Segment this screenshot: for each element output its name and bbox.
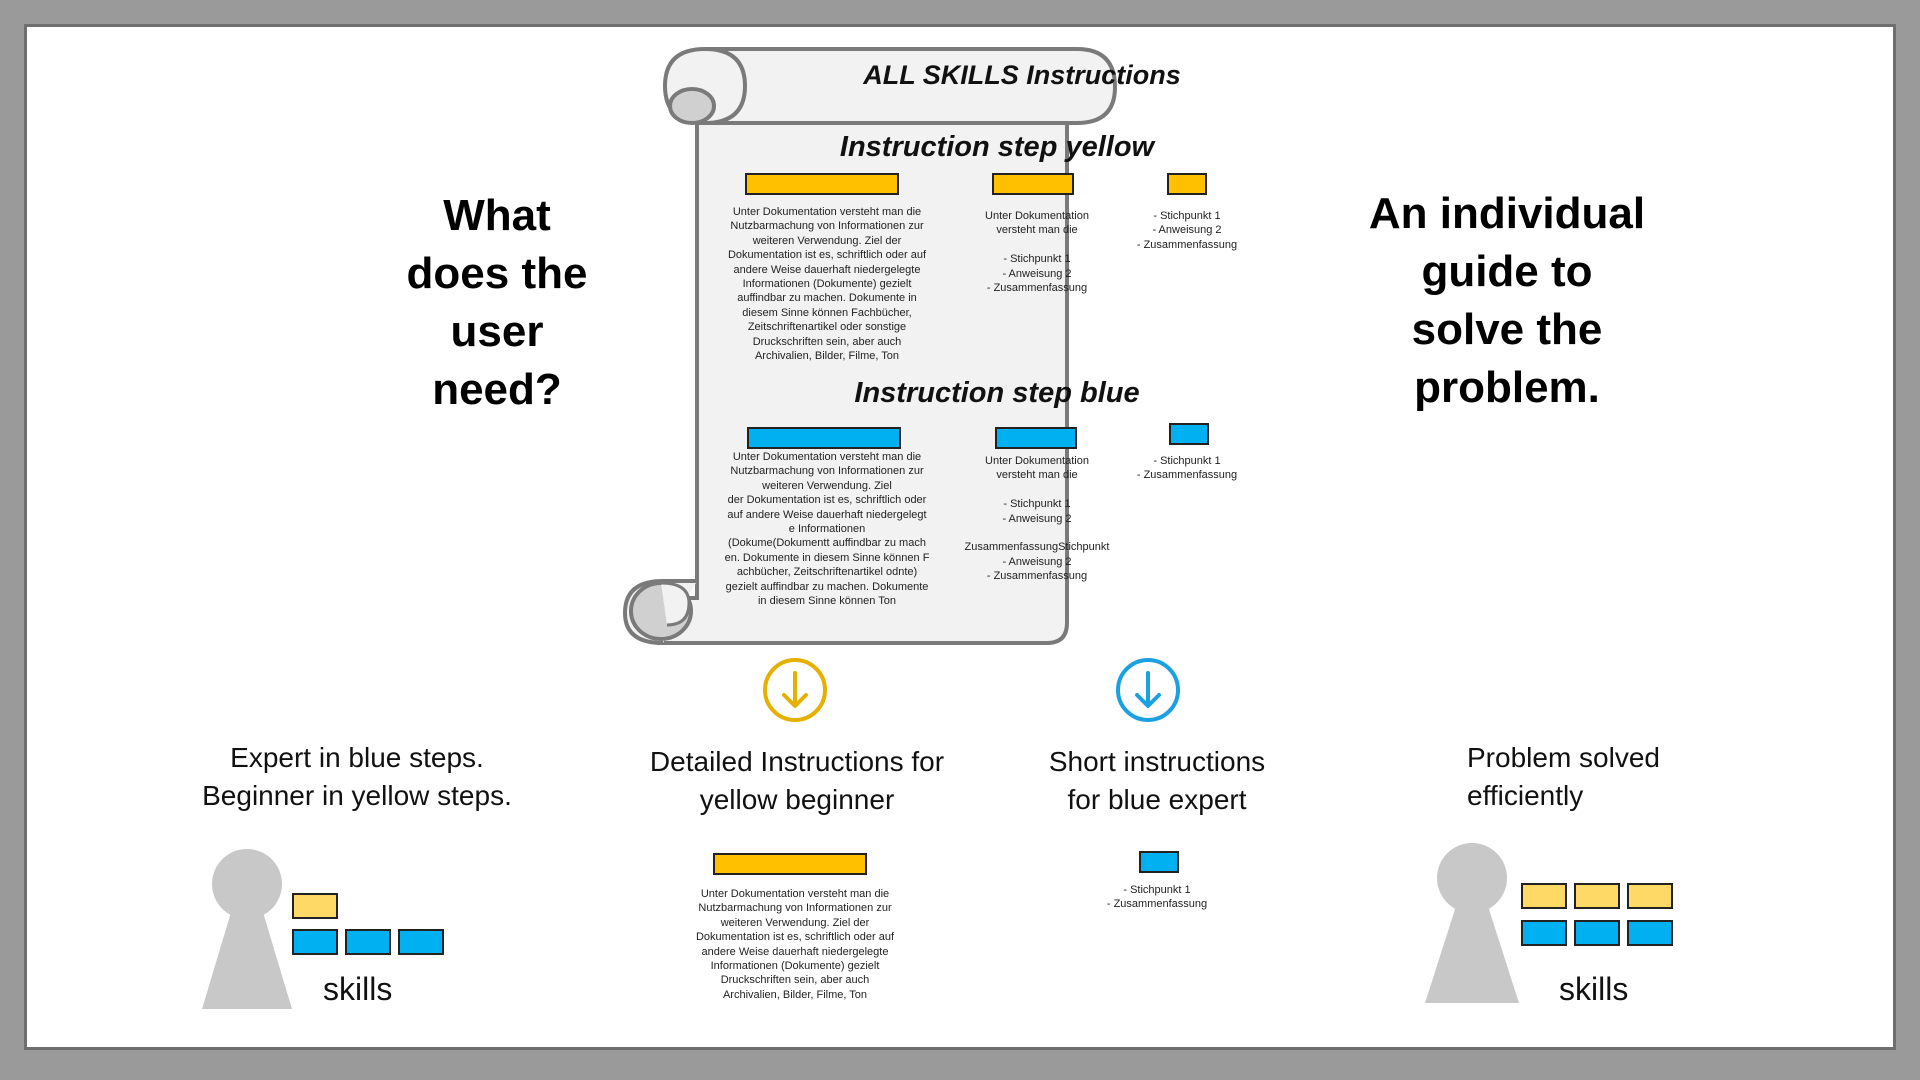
yellow-branch-caption: Detailed Instructions for yellow beginne… [649,746,945,815]
yellow-step-heading: Instruction step yellow [839,131,1155,163]
yellow-branch-text: Unter Dokumentation versteht man die Nut… [695,888,895,1001]
slide: What does the user need? An individual g… [24,24,1896,1050]
blue-step-heading: Instruction step blue [854,377,1140,409]
person-icon [1425,843,1519,1003]
person-icon [202,849,292,1009]
user-skill-caption: Expert in blue steps. Beginner in yellow… [202,742,512,811]
blue-branch-bar [1139,851,1179,873]
result-blue-skill-block [1521,920,1567,946]
user-skills-label: skills [323,971,393,1007]
blue-branch-caption: Short instructions for blue expert [1048,746,1266,815]
blue-short-bar [1169,423,1209,445]
result-blue-skill-block [1574,920,1620,946]
blue-detailed-text: Unter Dokumentation versteht man die Nut… [724,451,930,608]
yellow-medium-bar [992,173,1074,195]
result-yellow-skill-block [1627,883,1673,909]
user-blue-skill-block [292,929,338,955]
scroll-title: ALL SKILLS Instructions [863,60,1181,90]
blue-short-text: - Stichpunkt 1 - Zusammenfassung [1136,455,1238,482]
yellow-branch-bar [713,853,867,875]
user-yellow-skill-block [292,893,338,919]
result-blue-skill-block [1627,920,1673,946]
blue-medium-bar [995,427,1077,449]
user-blue-skill-block [345,929,391,955]
yellow-short-text: - Stichpunkt 1 - Anweisung 2 - Zusammenf… [1136,210,1238,251]
result-caption: Problem solved efficiently [1467,742,1660,811]
blue-medium-text: Unter Dokumentation versteht man die - S… [964,455,1110,583]
yellow-medium-text: Unter Dokumentation versteht man die - S… [985,210,1089,295]
blue-detailed-bar [747,427,901,449]
individual-guide-answer: An individual guide to solve the problem… [1368,189,1646,412]
blue-branch-text: - Stichpunkt 1 - Zusammenfassung [1106,884,1208,911]
arrow-down-circle-icon [763,658,827,722]
yellow-detailed-bar [745,173,899,195]
user-need-question: What does the user need? [406,191,588,414]
arrow-down-circle-icon [1116,658,1180,722]
result-yellow-skill-block [1521,883,1567,909]
yellow-short-bar [1167,173,1207,195]
result-yellow-skill-block [1574,883,1620,909]
scroll-icon [622,47,1118,645]
user-blue-skill-block [398,929,444,955]
result-skills-label: skills [1559,971,1629,1007]
yellow-detailed-text: Unter Dokumentation versteht man die Nut… [727,206,927,363]
